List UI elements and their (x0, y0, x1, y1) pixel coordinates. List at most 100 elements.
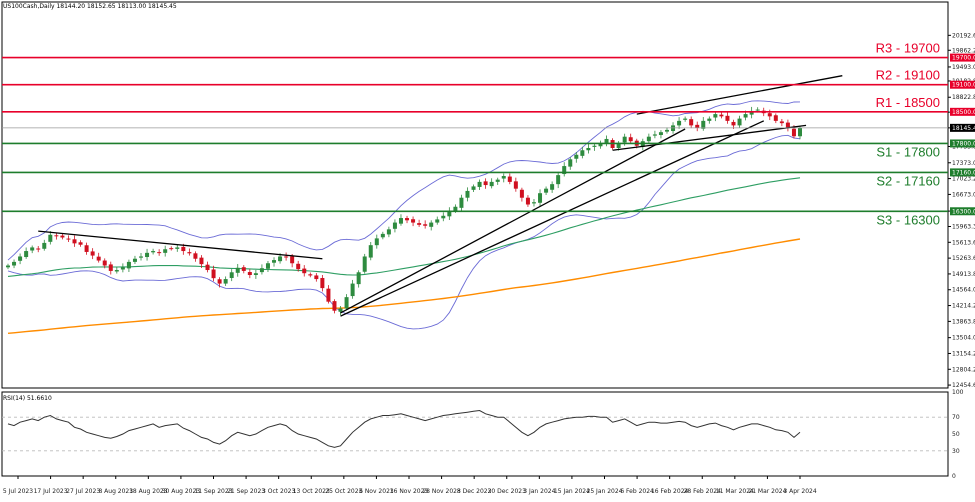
candle-body (24, 251, 29, 258)
candle-body (701, 120, 706, 129)
price-pane-border (1, 1, 949, 389)
rsi-tick-label: 30 (952, 448, 960, 455)
trendline-channel-upper (636, 75, 843, 115)
candle-body (568, 159, 573, 167)
candle-body (707, 118, 712, 121)
candle-body (42, 242, 47, 249)
candle-body (157, 252, 162, 254)
candle-body (550, 184, 555, 190)
candle-body (604, 138, 609, 143)
level-tag-bg (950, 139, 975, 148)
level-label-s1: S1 - 17800 (876, 144, 940, 159)
candle-body (767, 113, 772, 117)
candle-body (501, 176, 506, 179)
time-tick-label: 21 Mar 2024 (748, 488, 786, 495)
candle-body (96, 256, 101, 261)
bollinger-upper (7, 100, 801, 261)
candle-body (36, 248, 41, 250)
candle-body (417, 223, 422, 225)
candle-body (725, 115, 730, 121)
trendline-uptrend-main (340, 128, 686, 314)
candle-body (181, 246, 186, 252)
price-tick-label: 16673.00 (952, 191, 975, 198)
candle-body (48, 234, 53, 242)
candle-body (253, 273, 258, 276)
price-tick-label: 18822.80 (952, 94, 975, 101)
level-tag-r1: 18500.00 (952, 109, 975, 116)
candle-body (175, 247, 180, 249)
candle-body (519, 189, 524, 198)
candle-body (398, 218, 403, 224)
candle-body (120, 267, 125, 270)
time-tick-label: 3 Jan 2024 (523, 488, 555, 495)
level-label-r3: R3 - 19700 (876, 41, 940, 56)
candle-body (798, 127, 802, 137)
candle-body (259, 268, 264, 273)
price-tick-label: 14214.20 (952, 303, 975, 310)
price-tick-label: 13154.20 (952, 350, 975, 357)
candle-body (169, 248, 174, 250)
time-tick-label: 16 Feb 2024 (651, 488, 689, 495)
level-tag-bg (950, 168, 975, 177)
candle-body (272, 260, 277, 263)
candle-body (362, 256, 367, 272)
candle-body (453, 206, 458, 211)
level-label-s3: S3 - 16300 (876, 212, 940, 227)
candle-body (622, 136, 627, 143)
level-tag-s1: 17800.00 (952, 140, 975, 147)
candle-body (731, 121, 736, 126)
candle-body (713, 114, 718, 118)
candle-body (628, 137, 633, 142)
candle-body (60, 235, 65, 238)
candle-body (278, 256, 283, 262)
time-tick-label: 13 Oct 2023 (293, 488, 330, 495)
candle-body (72, 239, 77, 244)
price-tick-label: 12804.20 (952, 366, 975, 373)
rsi-line (7, 409, 801, 448)
candle-body (616, 143, 621, 148)
level-tag-r3: 19700.00 (952, 55, 975, 62)
candle-body (652, 134, 657, 136)
time-tick-label: 18 Aug 2023 (129, 488, 168, 495)
candle-body (749, 110, 754, 115)
rsi-tick-label: 100 (952, 389, 964, 396)
candle-body (574, 154, 579, 159)
level-tag-bg (950, 107, 975, 116)
price-tick-label: 19862.20 (952, 47, 975, 54)
candle-body (586, 147, 591, 151)
candle-body (423, 224, 428, 226)
price-tick-label: 14913.80 (952, 271, 975, 278)
candle-body (66, 238, 71, 240)
time-tick-label: 30 Aug 2023 (162, 488, 201, 495)
candle-body (235, 267, 240, 273)
level-tag-bg (950, 80, 975, 89)
time-tick-label: 11 Sep 2023 (194, 488, 232, 495)
chart-header: US100Cash,Daily 18144.20 18152.65 18113.… (3, 3, 177, 10)
candle-body (658, 132, 663, 135)
candle-body (677, 120, 682, 126)
candle-body (296, 263, 301, 270)
price-tick-label: 19493.00 (952, 64, 975, 71)
candle-body (139, 256, 144, 258)
candle-body (471, 186, 476, 190)
candle-body (429, 222, 434, 227)
time-tick-label: 15 Jan 2024 (554, 488, 590, 495)
level-label-r2: R2 - 19100 (876, 68, 940, 83)
price-tick-label: 15963.30 (952, 223, 975, 230)
candle-body (592, 145, 597, 147)
candle-body (350, 283, 355, 297)
candle-body (344, 297, 349, 309)
time-tick-label: 8 Dec 2023 (457, 488, 492, 495)
candle-body (779, 121, 784, 124)
candle-body (719, 114, 724, 117)
candle-body (265, 263, 270, 269)
ma50-line (7, 177, 801, 277)
candle-body (320, 277, 325, 289)
candle-body (743, 114, 748, 118)
candle-body (683, 118, 688, 120)
candle-body (102, 260, 107, 266)
time-tick-label: 20 Dec 2023 (488, 488, 527, 495)
candle-body (664, 129, 669, 132)
candle-body (386, 229, 391, 235)
